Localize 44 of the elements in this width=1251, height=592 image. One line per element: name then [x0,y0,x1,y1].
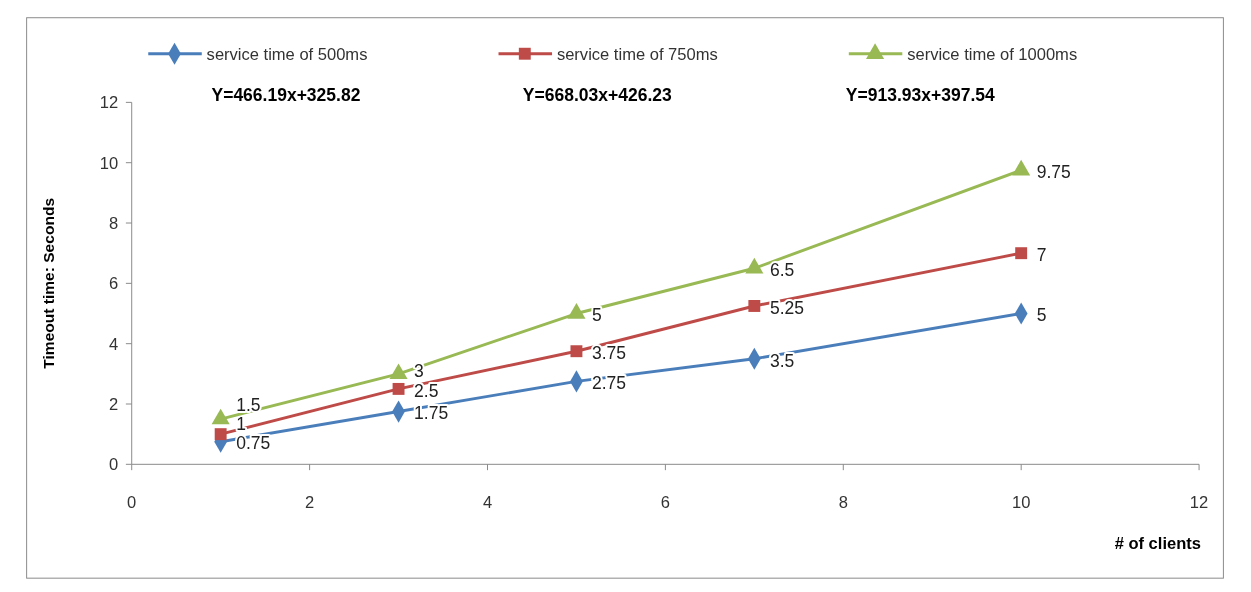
y-tick-label: 6 [108,274,119,294]
data-label: 1.75 [414,403,449,424]
y-tick-label: 8 [108,213,119,233]
data-label: 5 [1036,305,1047,326]
annotation: Y=913.93x+397.54 [845,85,996,106]
data-label: 9.75 [1036,162,1071,183]
y-tick-label: 0 [108,455,119,475]
data-label: 1.5 [236,394,261,415]
x-tick-label: 6 [660,493,670,513]
point [1012,159,1031,176]
data-label: 3.5 [769,350,795,371]
annotation: Y=668.03x+426.23 [522,85,673,106]
x-axis-title: # of clients [1114,533,1202,553]
x-tick-label: 0 [127,493,137,513]
y-tick-label: 12 [99,93,119,113]
point [570,345,583,358]
x-tick-label: 2 [305,493,315,513]
x-tick-label: 8 [838,493,848,513]
y-tick-label: 10 [99,153,119,173]
data-label: 3.75 [592,343,627,363]
data-label: 2.5 [414,380,439,401]
x-tick-label: 10 [1011,493,1031,513]
y-tick-label: 2 [108,394,119,414]
point [745,257,764,274]
y-tick-label: 4 [108,334,119,354]
legend-label: service time of 500ms [206,44,368,64]
data-label: 7 [1036,244,1047,265]
annotation: Y=466.19x+325.82 [211,85,361,106]
point [392,382,405,395]
point [1015,247,1028,260]
point [567,303,586,319]
data-label: 6.5 [769,260,795,281]
data-label: 5.25 [769,297,804,318]
point [214,428,227,441]
legend-label: service time of 750ms [556,44,718,64]
x-tick-label: 4 [482,493,493,513]
point [748,300,761,312]
legend-label: service time of 1000ms [907,44,1078,64]
data-label: 2.75 [592,373,627,394]
data-label: 0.75 [236,433,271,454]
y-axis-title: Timeout time: Seconds [39,197,57,369]
data-label: 5 [592,305,602,326]
point [389,363,408,380]
x-tick-label: 12 [1189,493,1209,513]
